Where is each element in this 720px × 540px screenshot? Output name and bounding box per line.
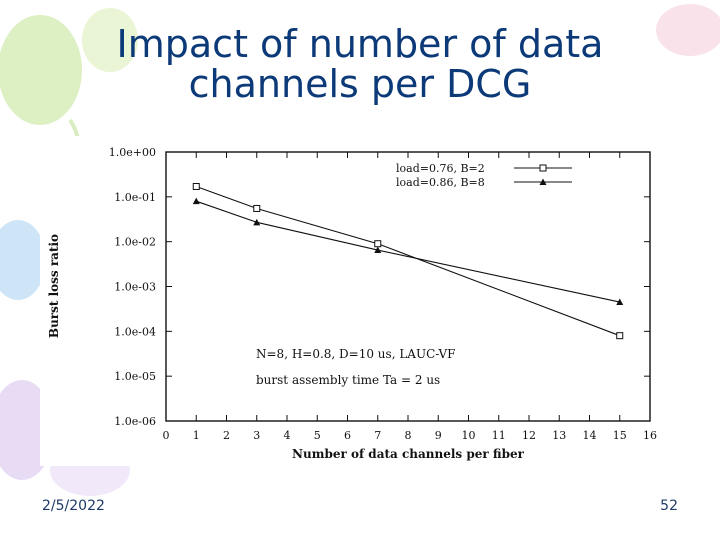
y-tick-label: 1.0e-06 [114,415,156,428]
y-tick-label: 1.0e-02 [114,236,156,249]
data-point-triangle [616,298,624,306]
x-tick-label: 13 [552,429,566,442]
slide-title: Impact of number of data channels per DC… [60,24,660,104]
data-point-square [374,240,382,248]
x-axis-label: Number of data channels per fiber [292,447,525,461]
data-point-square [192,183,200,191]
x-tick-label: 5 [314,429,321,442]
legend-label: load=0.86, B=8 [396,176,485,189]
x-tick-label: 15 [613,429,627,442]
data-point-square [253,204,261,212]
data-point-square [616,332,624,340]
slide-date: 2/5/2022 [42,498,105,514]
axis-layer: 1.0e+00 1.0e-01 1.0e-02 1.0e-03 1.0e-04 1.0e-… [109,146,657,442]
x-tick-label: 14 [583,429,597,442]
x-tick-label: 8 [405,429,412,442]
x-tick-label: 11 [492,429,506,442]
slide-title-line-2: channels per DCG [188,62,532,106]
annotation-assembly-time: burst assembly time Ta = 2 us [256,373,440,387]
x-tick-label: 0 [163,429,170,442]
y-tick-label: 1.0e-01 [114,191,156,204]
chart-container: 1.0e+00 1.0e-01 1.0e-02 1.0e-03 1.0e-04 1.0e-… [40,136,680,466]
series-layer [192,183,624,340]
x-tick-label: 10 [462,429,476,442]
annotation-params: N=8, H=0.8, D=10 us, LAUC-VF [256,347,455,361]
x-tick-label: 6 [344,429,351,442]
x-tick-label: 16 [643,429,657,442]
slide-page-number: 52 [660,498,678,514]
x-tick-label: 9 [435,429,442,442]
x-tick-label: 3 [253,429,260,442]
x-tick-label: 2 [223,429,230,442]
legend-marker-triangle [539,178,547,185]
y-tick-label: 1.0e-03 [114,281,156,294]
burst-loss-chart: 1.0e+00 1.0e-01 1.0e-02 1.0e-03 1.0e-04 1.0e-… [47,146,657,461]
x-tick-label: 12 [522,429,536,442]
x-tick-label: 7 [374,429,381,442]
legend-label: load=0.76, B=2 [396,162,485,175]
x-tick-label: 4 [284,429,291,442]
legend-marker-square [539,164,547,172]
data-point-triangle [253,218,261,226]
data-point-triangle [192,197,200,205]
y-tick-label: 1.0e-05 [114,370,156,383]
data-point-triangle [374,246,382,254]
x-tick-label: 1 [193,429,200,442]
slide-title-line-1: Impact of number of data [116,22,604,66]
series-line-2 [196,200,620,303]
decor-pink-blob [656,4,720,56]
series-line-1 [196,185,620,337]
y-tick-label: 1.0e-04 [114,325,156,338]
y-axis-label: Burst loss ratio [47,234,61,338]
y-tick-label: 1.0e+00 [109,146,156,159]
